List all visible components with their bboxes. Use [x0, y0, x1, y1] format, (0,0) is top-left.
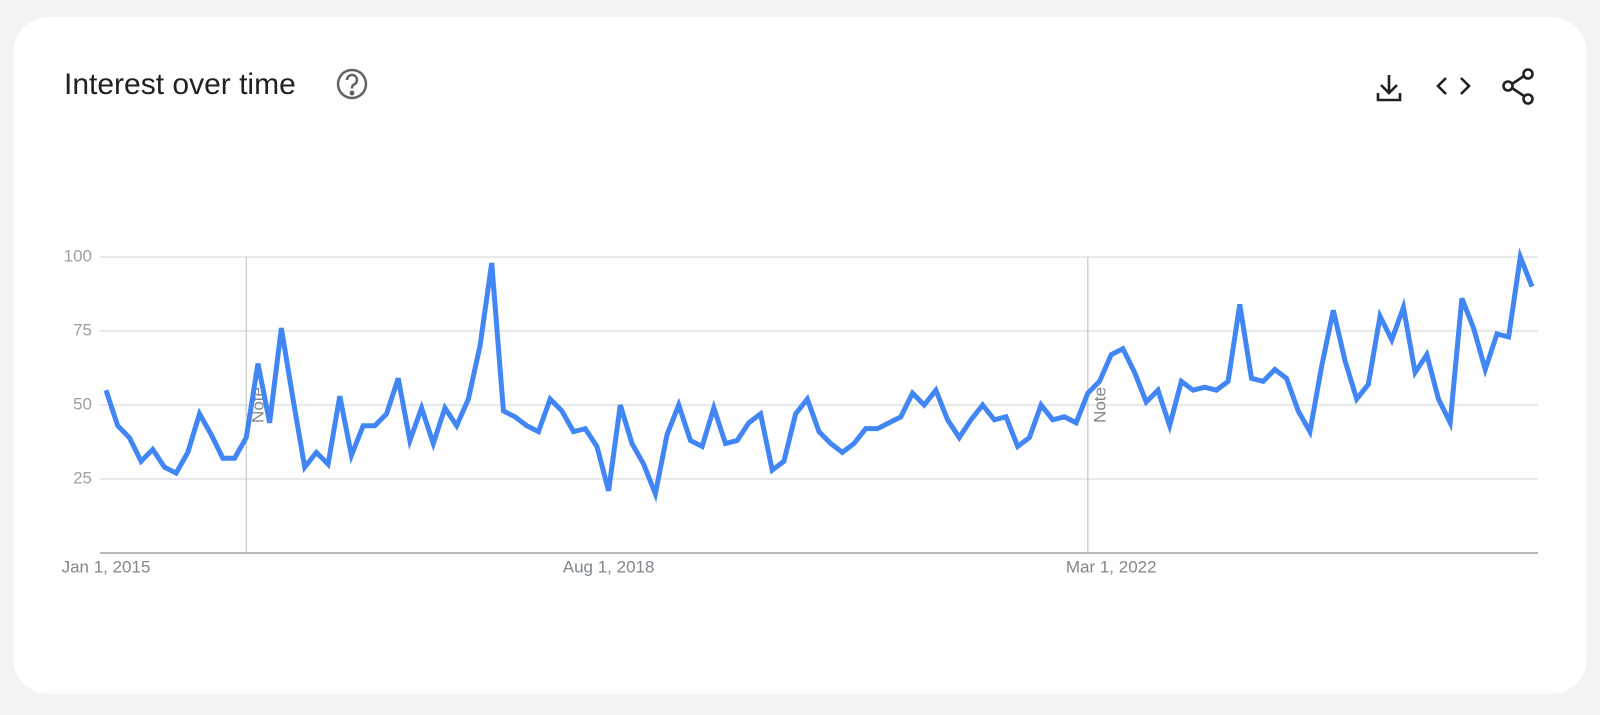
share-icon[interactable]: [1502, 68, 1534, 105]
chart-title: Interest over time: [64, 68, 296, 101]
download-icon[interactable]: [1376, 75, 1402, 102]
card: [13, 17, 1587, 694]
y-tick-label: 50: [73, 394, 92, 413]
help-icon[interactable]: [336, 68, 368, 100]
embed-icon[interactable]: [1436, 77, 1471, 95]
plot: 25 50 75 100 Jan 1, 2015 Aug 1, 2018 Mar 1, 20…: [62, 246, 1538, 576]
x-tick-label: Jan 1, 2015: [62, 557, 151, 576]
x-tick-label: Aug 1, 2018: [563, 557, 655, 576]
trend-line: [103, 247, 1535, 503]
note-label: Note: [1090, 387, 1109, 423]
y-tick-label: 75: [73, 320, 92, 339]
y-tick-label: 25: [73, 468, 92, 487]
y-tick-label: 100: [64, 246, 92, 265]
x-tick-label: Mar 1, 2022: [1066, 557, 1157, 576]
